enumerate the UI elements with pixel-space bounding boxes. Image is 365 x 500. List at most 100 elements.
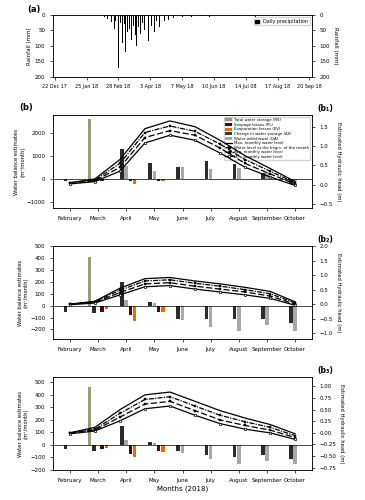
Bar	[128, 179, 132, 182]
Bar	[151, 15, 152, 26]
Bar	[157, 179, 160, 181]
Bar	[120, 149, 124, 179]
Bar	[148, 15, 149, 42]
Bar	[233, 445, 237, 458]
Bar	[153, 171, 156, 179]
Bar	[64, 306, 68, 312]
Bar	[100, 179, 104, 182]
Bar	[118, 15, 119, 68]
Bar	[154, 15, 155, 32]
Bar	[181, 168, 184, 179]
Bar	[176, 306, 180, 318]
Bar	[205, 445, 208, 455]
Bar	[105, 445, 108, 448]
Bar	[88, 386, 91, 445]
Text: (b₂): (b₂)	[317, 236, 333, 244]
Bar	[255, 15, 256, 16]
Text: (b): (b)	[19, 104, 33, 112]
Bar	[209, 169, 212, 179]
Bar	[92, 306, 96, 313]
Bar	[115, 15, 116, 20]
Bar	[148, 302, 152, 306]
Bar	[88, 120, 91, 179]
Y-axis label: Rainfall (mm): Rainfall (mm)	[333, 27, 338, 64]
Bar	[64, 445, 68, 448]
Bar	[133, 445, 137, 458]
Bar	[289, 445, 293, 458]
Bar	[138, 15, 139, 28]
Bar	[182, 15, 183, 16]
Bar	[237, 306, 241, 330]
Bar	[181, 306, 184, 320]
Bar	[164, 15, 165, 21]
Bar	[161, 306, 165, 312]
Bar	[159, 15, 160, 28]
Bar	[120, 282, 124, 306]
Bar	[191, 15, 192, 18]
Bar	[120, 426, 124, 445]
Bar	[131, 15, 132, 40]
Bar	[133, 179, 137, 184]
Bar	[133, 306, 137, 321]
Bar	[128, 306, 132, 315]
Bar	[261, 445, 265, 455]
Bar	[114, 15, 115, 29]
Bar	[265, 306, 269, 324]
Bar	[153, 304, 156, 306]
Y-axis label: Estimated Hydraulic head (m): Estimated Hydraulic head (m)	[336, 122, 341, 202]
Bar	[265, 445, 269, 460]
Bar	[273, 15, 274, 16]
Bar	[111, 15, 112, 22]
Bar	[209, 306, 212, 327]
Y-axis label: Estimated Hydraulic head (m): Estimated Hydraulic head (m)	[339, 384, 344, 464]
Bar	[157, 445, 160, 451]
Bar	[129, 15, 130, 29]
Bar	[161, 445, 165, 452]
Bar	[237, 168, 241, 179]
Bar	[261, 173, 265, 179]
Bar	[289, 179, 293, 184]
X-axis label: Months (2018): Months (2018)	[157, 486, 208, 492]
Bar	[120, 15, 121, 22]
Bar	[205, 306, 208, 318]
Text: (a): (a)	[27, 5, 41, 14]
Bar	[105, 306, 108, 309]
Bar	[205, 160, 208, 179]
Bar	[293, 445, 297, 464]
Bar	[265, 172, 269, 179]
Bar	[289, 306, 293, 324]
Bar	[105, 179, 108, 180]
Bar	[128, 445, 132, 454]
Bar	[107, 15, 108, 18]
Bar	[293, 179, 297, 182]
Bar	[261, 306, 265, 318]
Text: (b₃): (b₃)	[317, 366, 333, 376]
Bar	[233, 306, 237, 318]
Bar	[176, 168, 180, 179]
Bar	[140, 15, 141, 34]
Bar	[124, 300, 128, 306]
Bar	[237, 15, 238, 16]
Bar	[148, 442, 152, 445]
Bar	[237, 445, 241, 464]
Bar	[127, 15, 128, 32]
Bar	[124, 440, 128, 445]
Bar	[100, 445, 104, 448]
Bar	[153, 443, 156, 445]
Y-axis label: Water balance estimates
(m³/month): Water balance estimates (m³/month)	[18, 260, 29, 326]
Bar	[157, 306, 160, 312]
Bar	[124, 166, 128, 179]
Legend: Total water storage (RS), Seepage losses (PL), Evaporation losses (EV), Change i: Total water storage (RS), Seepage losses…	[224, 117, 310, 160]
Bar	[92, 179, 96, 182]
Bar	[293, 306, 297, 330]
Y-axis label: Estimated Hydraulic head (m): Estimated Hydraulic head (m)	[336, 252, 341, 332]
Bar	[104, 15, 105, 18]
Legend: Daily precipitation: Daily precipitation	[254, 18, 310, 25]
Bar	[64, 179, 68, 182]
Bar	[122, 15, 123, 43]
Bar	[168, 15, 169, 20]
Bar	[209, 445, 212, 458]
Bar	[176, 445, 180, 451]
Bar	[92, 445, 96, 451]
Y-axis label: Rainfall (mm): Rainfall (mm)	[27, 27, 32, 64]
